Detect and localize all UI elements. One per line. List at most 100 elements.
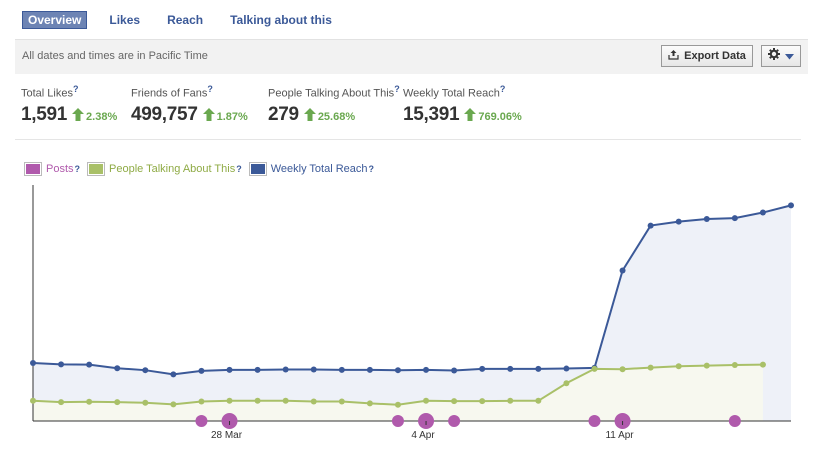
stat-total-likes: Total Likes? 1,591 2.38% [21,84,117,126]
series-area [33,205,791,421]
stat-change: 1.87% [216,110,248,123]
data-point [58,399,65,406]
data-point [563,380,570,387]
data-point [394,367,401,374]
data-point [619,267,626,274]
arrow-up-icon [202,107,215,126]
data-point [58,361,65,368]
legend-people-talking[interactable]: People Talking About This? [87,162,242,176]
data-point [675,363,682,370]
legend-label-posts: Posts [46,163,74,175]
data-point [647,222,654,229]
export-data-label: Export Data [684,50,746,62]
stat-change: 25.68% [317,110,356,123]
legend-swatch-people-talking [87,162,106,176]
help-icon[interactable]: ? [394,84,400,94]
data-point [788,202,794,209]
data-point [591,365,598,372]
data-point [703,216,710,223]
tab-overview[interactable]: Overview [22,11,88,29]
export-icon [668,49,679,63]
data-point [507,365,514,372]
stat-change: 769.06% [478,110,522,123]
stat-label: People Talking About This? [268,84,400,100]
data-point [86,398,93,405]
post-marker [195,415,208,427]
data-point [675,218,682,225]
data-point [142,399,149,406]
settings-menu-button[interactable] [761,45,801,67]
series-line [32,204,792,376]
data-point [114,365,121,372]
stat-label: Weekly Total Reach? [403,84,506,100]
data-point [170,401,177,408]
data-point [479,365,486,372]
data-point [226,366,233,373]
tab-likes[interactable]: Likes [109,13,141,27]
data-point [423,397,430,404]
stat-value: 1,591 [21,103,68,125]
chevron-down-icon [785,47,794,65]
legend-label-people-talking: People Talking About This [109,163,236,175]
stat-value: 499,757 [131,103,198,125]
data-point [619,366,626,373]
post-marker [391,415,404,427]
data-point [114,399,121,406]
data-point [86,361,93,368]
help-icon[interactable]: ? [74,164,81,174]
data-point [366,366,373,373]
data-point [394,401,401,408]
data-point [563,365,570,372]
x-tick-label: 4 Apr [411,430,435,441]
data-point [338,366,345,373]
timezone-note: All dates and times are in Pacific Time [22,50,208,62]
data-point [310,398,317,405]
data-point [226,397,233,404]
legend-posts[interactable]: Posts? [24,162,81,176]
data-point [282,397,289,404]
gear-icon [768,47,780,65]
post-marker [588,415,601,427]
x-tick-label: 28 Mar [211,430,243,441]
data-point [198,367,205,374]
help-icon[interactable]: ? [499,84,506,94]
data-point [731,215,738,222]
tab-reach[interactable]: Reach [167,13,204,27]
data-point [170,371,177,378]
data-point [30,397,36,404]
data-point [507,397,514,404]
arrow-up-icon [72,107,85,126]
data-point [198,398,205,405]
data-point [310,366,317,373]
help-icon[interactable]: ? [72,84,79,94]
data-point [647,364,654,371]
stat-people-talking: People Talking About This? 279 25.68% [268,84,400,126]
data-point [703,362,710,369]
data-point [759,361,766,368]
chart-legend: Posts? People Talking About This? Weekly… [24,162,382,176]
arrow-up-icon [464,107,477,126]
stat-value: 15,391 [403,103,460,125]
help-icon[interactable]: ? [368,164,375,174]
legend-weekly-reach[interactable]: Weekly Total Reach? [248,162,375,176]
data-point [535,397,542,404]
legend-label-weekly-reach: Weekly Total Reach [270,163,368,175]
tab-talking-about-this[interactable]: Talking about this [230,13,332,27]
data-point [423,366,430,373]
post-marker [448,415,461,427]
data-point [338,398,345,405]
data-point [254,397,261,404]
data-point [30,360,36,367]
data-point [479,398,486,405]
help-icon[interactable]: ? [236,164,242,174]
arrow-up-icon [303,107,316,126]
export-data-button[interactable]: Export Data [661,45,753,67]
tab-bar: Overview Likes Reach Talking about this [22,10,354,30]
data-point [759,209,766,216]
help-icon[interactable]: ? [207,84,213,94]
series-area [33,364,763,421]
data-point [451,398,458,405]
legend-swatch-weekly-reach [248,162,267,176]
line-chart: 28 Mar 4 Apr 11 Apr [30,185,794,441]
data-point [254,366,261,373]
